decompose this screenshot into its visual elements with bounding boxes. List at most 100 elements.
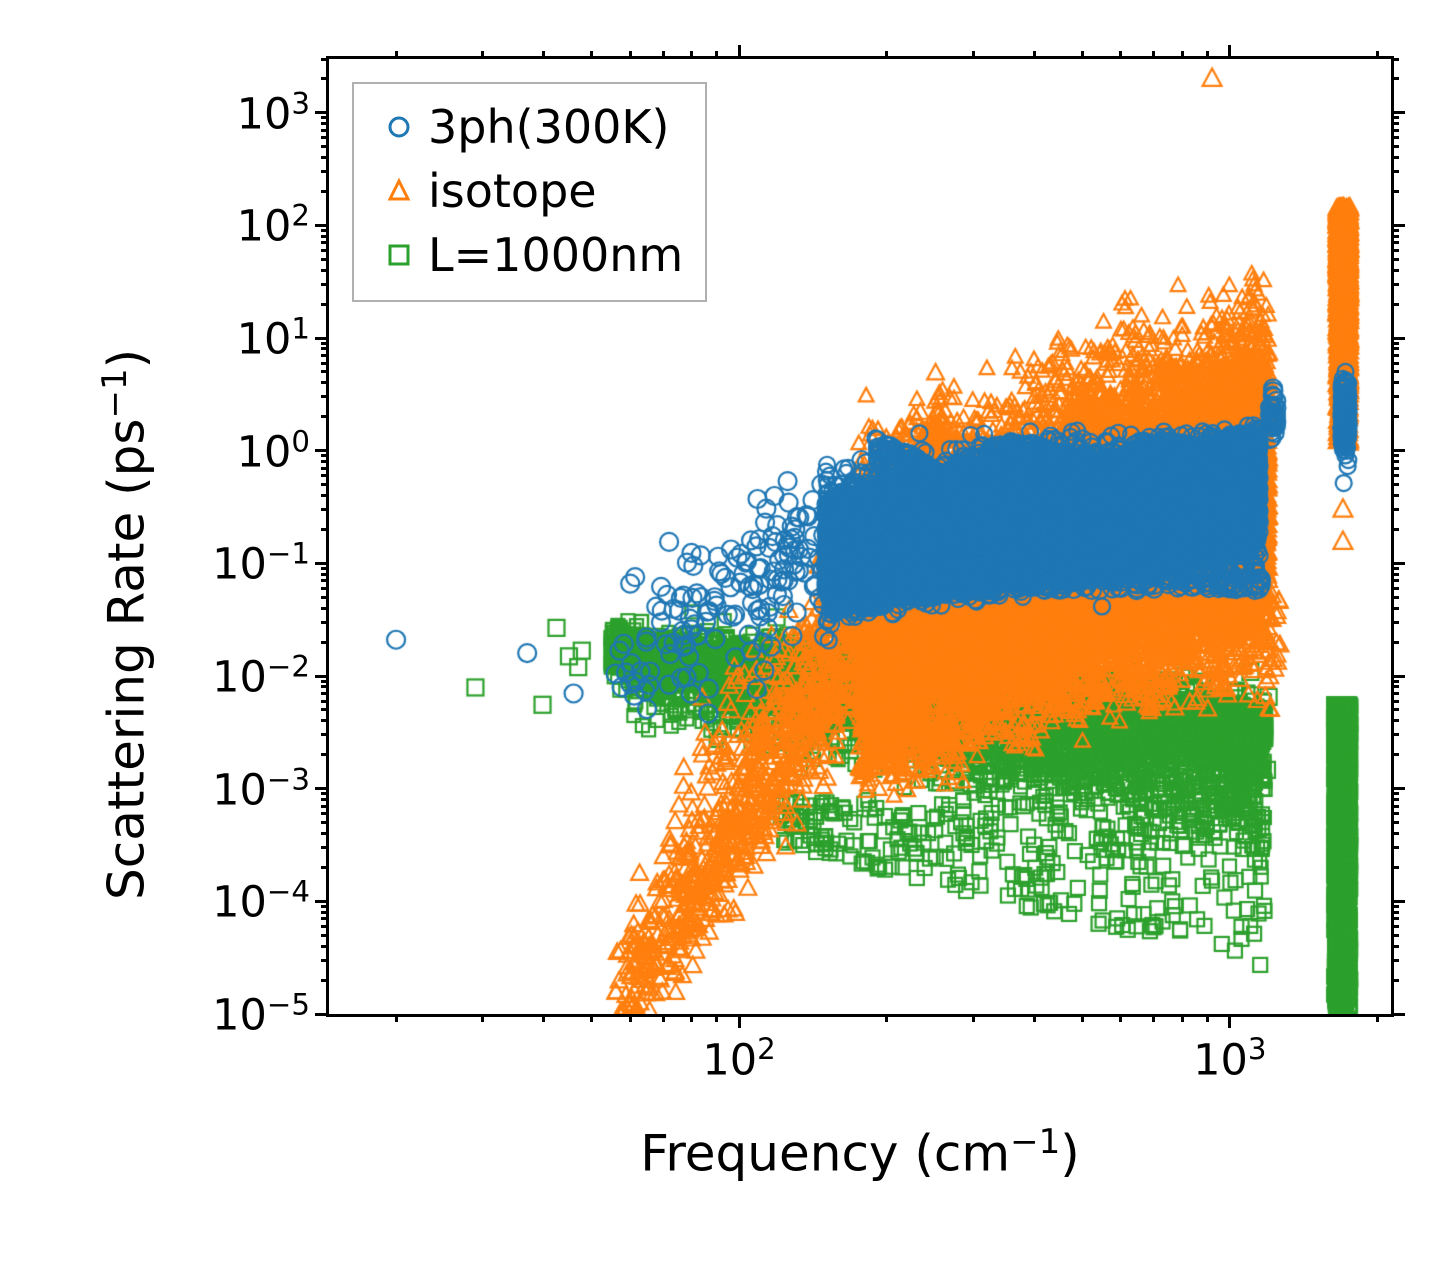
x-axis-title-base: Frequency (cm	[640, 1124, 1011, 1183]
y-minor-tick	[321, 846, 329, 850]
y-minor-tick-right	[1391, 454, 1399, 458]
x-minor-tick-top	[394, 51, 398, 59]
y-major-tick	[315, 561, 329, 565]
y-minor-tick	[321, 804, 329, 808]
x-minor-tick-top	[1180, 51, 1184, 59]
y-minor-tick	[321, 699, 329, 703]
x-minor-tick	[661, 1014, 665, 1022]
y-tick-label: 10−3	[212, 762, 310, 816]
y-minor-tick	[321, 865, 329, 869]
square-open-icon	[370, 240, 428, 270]
x-minor-tick	[1080, 1014, 1084, 1022]
y-minor-tick-right	[1391, 354, 1399, 357]
x-minor-tick-top	[1119, 51, 1123, 59]
y-minor-tick-right	[1391, 466, 1399, 470]
y-minor-tick	[321, 685, 329, 689]
y-minor-tick	[321, 719, 329, 723]
y-minor-tick	[321, 302, 329, 306]
y-minor-tick	[321, 586, 329, 590]
y-minor-tick-right	[1391, 527, 1399, 531]
y-minor-tick	[321, 189, 329, 193]
x-minor-tick-top	[885, 51, 889, 59]
y-major-tick-right	[1391, 561, 1405, 565]
y-minor-tick	[321, 567, 329, 571]
y-minor-tick-right	[1391, 508, 1399, 512]
x-minor-tick	[885, 1014, 889, 1022]
legend-entry-length[interactable]: L=1000nm	[370, 224, 683, 286]
y-minor-tick	[321, 341, 329, 345]
legend-label-isotope: isotope	[428, 164, 597, 218]
y-minor-tick-right	[1391, 282, 1399, 286]
y-minor-tick-right	[1391, 798, 1399, 802]
x-minor-tick-top	[971, 51, 975, 59]
y-minor-tick	[321, 792, 329, 796]
y-minor-tick-right	[1391, 586, 1399, 590]
y-minor-tick	[321, 821, 329, 825]
y-tick-label: 10−4	[212, 874, 310, 929]
x-minor-tick	[1376, 1014, 1380, 1022]
y-major-tick-right	[1391, 787, 1405, 791]
y-minor-tick-right	[1391, 846, 1399, 850]
y-minor-tick-right	[1391, 156, 1399, 160]
y-minor-tick-right	[1391, 685, 1399, 689]
x-axis-title-tail: )	[1060, 1124, 1080, 1183]
y-minor-tick	[321, 136, 329, 140]
y-minor-tick	[321, 241, 329, 245]
x-minor-tick-top	[628, 51, 632, 59]
x-major-tick-top	[1228, 45, 1232, 59]
x-minor-tick-top	[715, 51, 719, 59]
y-minor-tick	[321, 354, 329, 357]
x-minor-tick	[1180, 1014, 1184, 1022]
x-minor-tick	[715, 1014, 719, 1022]
y-minor-tick	[321, 978, 329, 982]
y-minor-tick-right	[1391, 241, 1399, 245]
y-minor-tick-right	[1391, 361, 1399, 365]
y-minor-tick	[321, 708, 329, 712]
y-minor-tick	[321, 474, 329, 478]
y-minor-tick	[321, 483, 329, 487]
y-minor-tick	[321, 958, 329, 962]
y-minor-tick	[321, 798, 329, 802]
y-major-tick-right	[1391, 899, 1405, 903]
y-minor-tick	[321, 733, 329, 737]
y-minor-tick-right	[1391, 917, 1399, 921]
x-tick-label: 103	[1193, 1032, 1267, 1086]
x-minor-tick-top	[690, 51, 694, 59]
y-minor-tick-right	[1391, 136, 1399, 140]
x-minor-tick	[1119, 1014, 1123, 1022]
x-minor-tick-top	[661, 51, 665, 59]
x-minor-tick-top	[1205, 51, 1209, 59]
y-minor-tick	[321, 910, 329, 914]
y-minor-tick-right	[1391, 460, 1399, 464]
x-minor-tick-top	[589, 51, 593, 59]
y-minor-tick	[321, 370, 329, 374]
x-minor-tick-top	[1033, 51, 1037, 59]
y-major-tick	[315, 336, 329, 340]
y-minor-tick-right	[1391, 620, 1399, 624]
y-major-tick	[315, 111, 329, 115]
x-minor-tick	[1033, 1014, 1037, 1022]
y-minor-tick-right	[1391, 370, 1399, 374]
x-minor-tick	[589, 1014, 593, 1022]
y-minor-tick-right	[1391, 708, 1399, 712]
y-major-tick-right	[1391, 674, 1405, 678]
legend-entry-isotope[interactable]: isotope	[370, 160, 683, 222]
y-minor-tick-right	[1391, 944, 1399, 948]
x-minor-tick-top	[1376, 51, 1380, 59]
y-minor-tick-right	[1391, 572, 1399, 576]
legend-label-3ph: 3ph(300K)	[428, 100, 670, 154]
y-minor-tick-right	[1391, 145, 1399, 149]
x-major-tick	[1228, 1014, 1232, 1028]
y-minor-tick	[321, 494, 329, 498]
y-major-tick	[315, 223, 329, 227]
y-minor-tick-right	[1391, 116, 1399, 120]
y-tick-label: 10−5	[212, 987, 310, 1041]
legend[interactable]: 3ph(300K) isotope L=1000nm	[352, 82, 708, 302]
legend-entry-3ph[interactable]: 3ph(300K)	[370, 96, 683, 158]
y-minor-tick	[321, 944, 329, 948]
y-minor-tick-right	[1391, 229, 1399, 233]
y-minor-tick	[321, 381, 329, 385]
y-minor-tick	[321, 466, 329, 470]
y-minor-tick	[321, 572, 329, 576]
